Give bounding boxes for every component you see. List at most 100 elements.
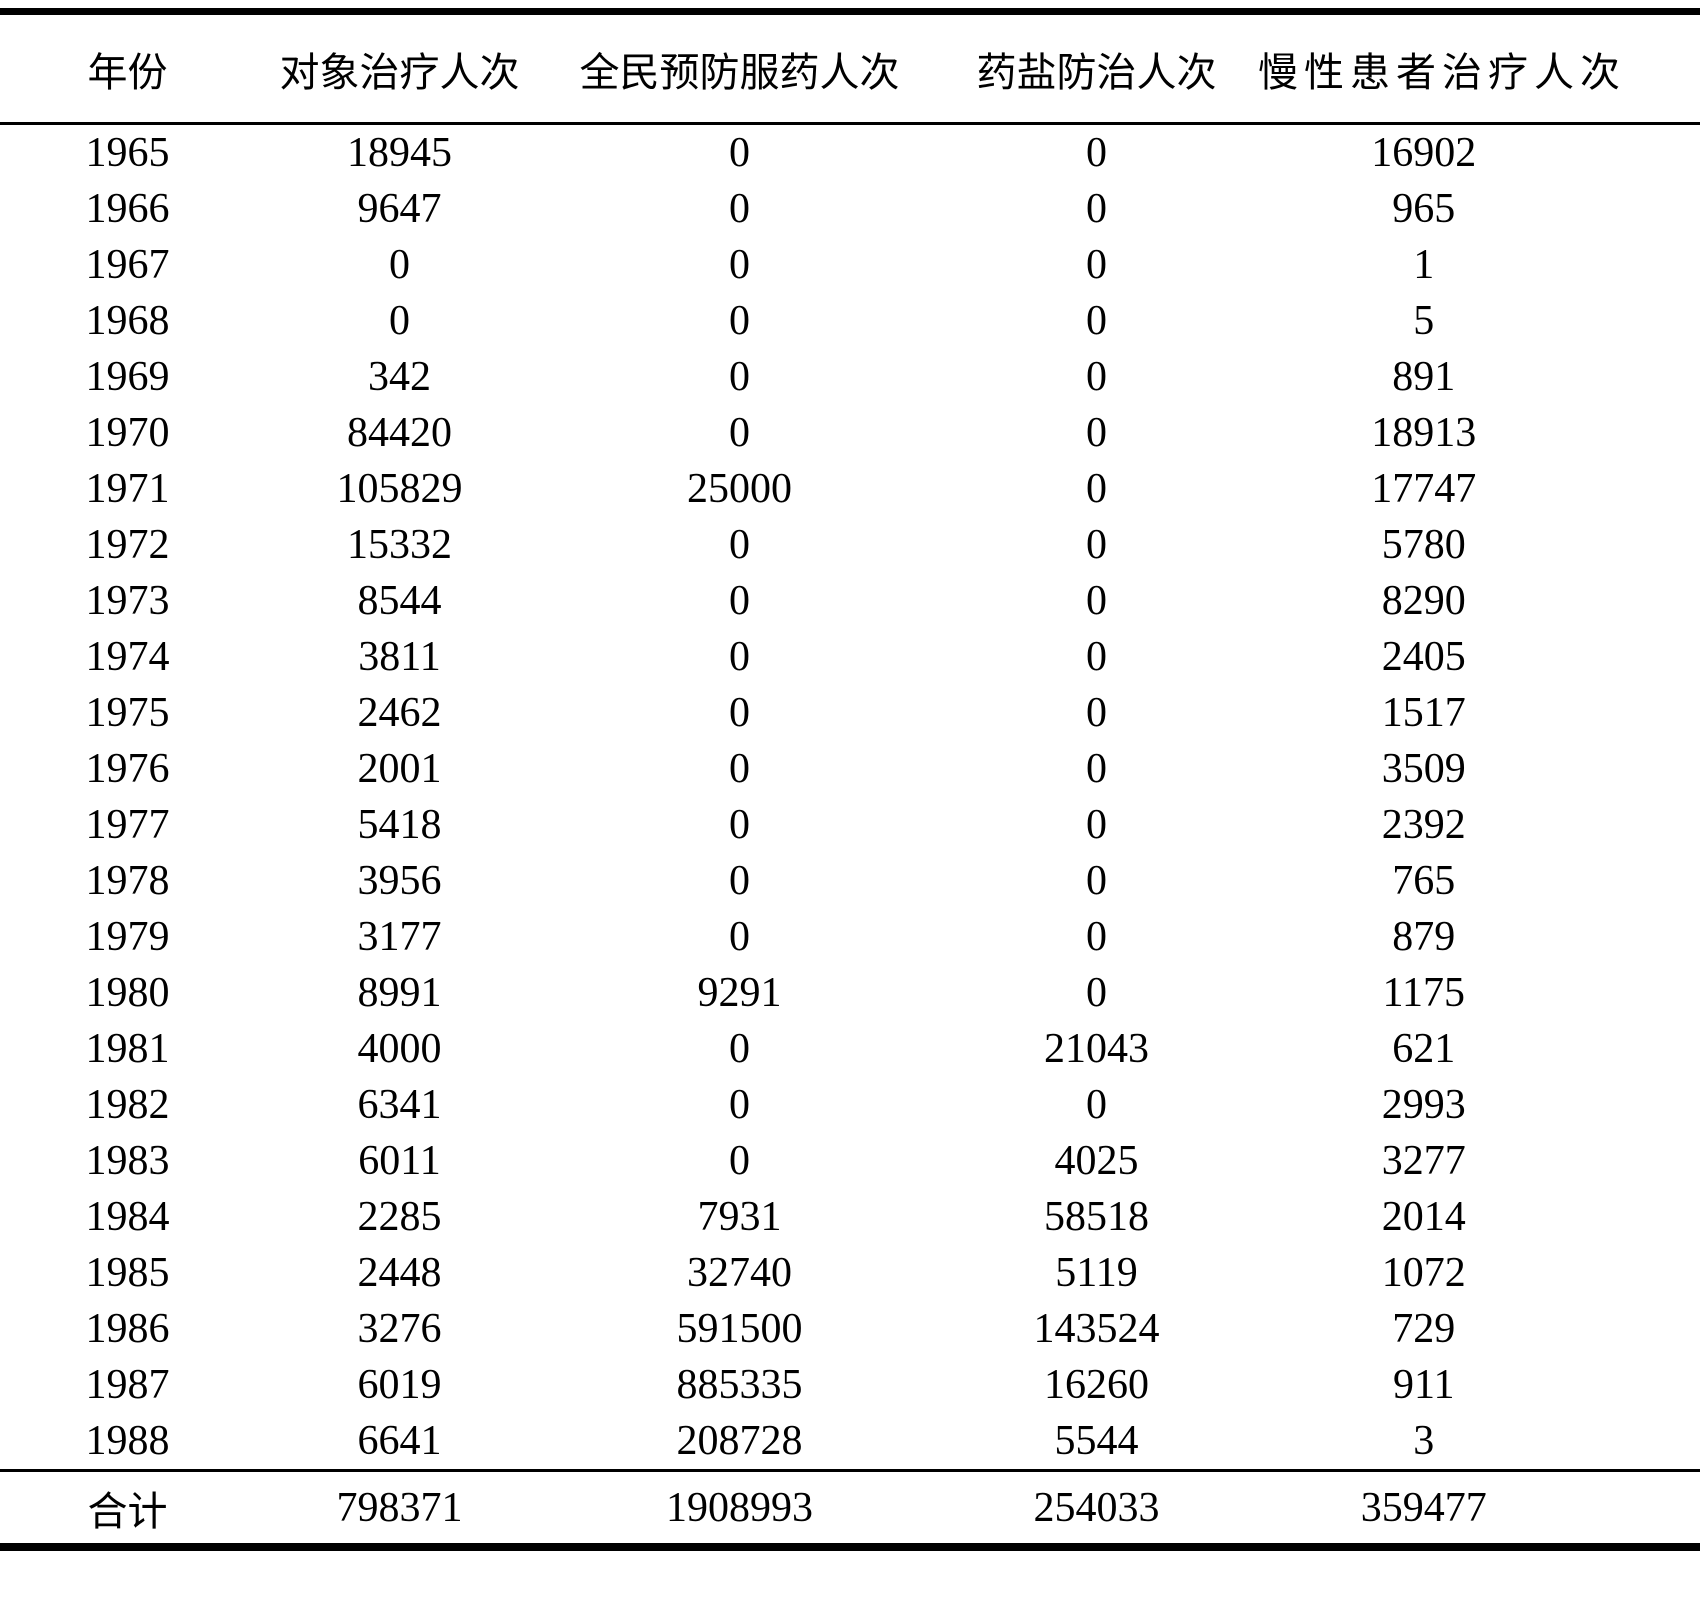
value-cell: 5780 [1381, 522, 1466, 568]
value-cell: 0 [389, 242, 410, 288]
spacer-cell [1590, 349, 1700, 405]
year-cell: 1982 [85, 1082, 170, 1128]
table-row: 1973 8544 0 0 8290 [0, 573, 1700, 629]
value-cell: 0 [1086, 242, 1107, 288]
value-cell: 58518 [1044, 1194, 1149, 1240]
value-cell: 6641 [357, 1418, 442, 1464]
value-cell: 0 [729, 746, 750, 792]
spacer-cell [1590, 965, 1700, 1021]
value-cell: 6341 [357, 1082, 442, 1128]
value-cell: 3 [1413, 1418, 1435, 1464]
value-cell: 0 [729, 578, 750, 624]
value-cell: 1175 [1382, 970, 1465, 1016]
value-cell: 3177 [357, 914, 442, 960]
table-row: 1983 6011 0 4025 3277 [0, 1133, 1700, 1189]
table-row: 1988 6641 208728 5544 3 [0, 1413, 1700, 1471]
year-cell: 1974 [85, 634, 170, 680]
table-row: 1970 84420 0 0 18913 [0, 405, 1700, 461]
table-row: 1987 6019 885335 16260 911 [0, 1357, 1700, 1413]
total-medicated-salt: 254033 [1033, 1484, 1160, 1531]
year-cell: 1987 [85, 1362, 170, 1408]
total-target-treatment: 798371 [336, 1484, 463, 1531]
value-cell: 2014 [1381, 1194, 1466, 1240]
value-cell: 0 [729, 522, 750, 568]
spacer-cell [1590, 741, 1700, 797]
year-cell: 1986 [85, 1306, 170, 1352]
value-cell: 0 [1086, 186, 1107, 232]
spacer-cell [1590, 1133, 1700, 1189]
value-cell: 9291 [697, 970, 782, 1016]
value-cell: 0 [1086, 354, 1107, 400]
header-row: 年份 对象治疗人次 全民预防服药人次 药盐防治人次 慢性患者治疗人次 [0, 12, 1700, 124]
year-cell: 1979 [85, 914, 170, 960]
spacer-cell [1590, 293, 1700, 349]
spacer-cell [1590, 853, 1700, 909]
spacer-cell [1590, 629, 1700, 685]
value-cell: 1 [1413, 242, 1435, 288]
table-row: 1984 2285 7931 58518 2014 [0, 1189, 1700, 1245]
value-cell: 0 [1086, 1082, 1107, 1128]
spacer-cell [1590, 797, 1700, 853]
value-cell: 7931 [697, 1194, 782, 1240]
value-cell: 965 [1392, 186, 1456, 232]
spacer-cell [1590, 237, 1700, 293]
value-cell: 0 [729, 802, 750, 848]
value-cell: 2001 [357, 746, 442, 792]
value-cell: 5544 [1054, 1418, 1139, 1464]
year-cell: 1978 [85, 858, 170, 904]
total-label: 合计 [87, 1489, 168, 1534]
table-row: 1977 5418 0 0 2392 [0, 797, 1700, 853]
value-cell: 0 [1086, 522, 1107, 568]
table-row: 1967 0 0 0 1 [0, 237, 1700, 293]
year-cell: 1967 [85, 242, 170, 288]
value-cell: 25000 [687, 466, 792, 512]
value-cell: 0 [1086, 858, 1107, 904]
col-header-year: 年份 [87, 50, 168, 95]
table-row: 1986 3276 591500 143524 729 [0, 1301, 1700, 1357]
table-row: 1978 3956 0 0 765 [0, 853, 1700, 909]
value-cell: 0 [1086, 746, 1107, 792]
spacer-cell [1590, 461, 1700, 517]
value-cell: 621 [1392, 1026, 1456, 1072]
year-cell: 1985 [85, 1250, 170, 1296]
value-cell: 0 [729, 130, 750, 176]
year-cell: 1966 [85, 186, 170, 232]
value-cell: 0 [729, 410, 750, 456]
value-cell: 18913 [1371, 410, 1477, 456]
table-row: 1972 15332 0 0 5780 [0, 517, 1700, 573]
value-cell: 911 [1393, 1362, 1455, 1408]
year-cell: 1965 [85, 130, 170, 176]
value-cell: 2392 [1381, 802, 1466, 848]
table-row: 1965 18945 0 0 16902 [0, 124, 1700, 182]
year-cell: 1983 [85, 1138, 170, 1184]
value-cell: 0 [729, 1138, 750, 1184]
total-chronic-patient-treatment: 359477 [1360, 1484, 1487, 1531]
year-cell: 1988 [85, 1418, 170, 1464]
table-row: 1980 8991 9291 0 1175 [0, 965, 1700, 1021]
value-cell: 0 [729, 298, 750, 344]
value-cell: 4000 [357, 1026, 442, 1072]
value-cell: 765 [1392, 858, 1456, 904]
value-cell: 84420 [347, 410, 452, 456]
col-header-chronic-patient-treatment: 慢性患者治疗人次 [1258, 50, 1626, 95]
year-cell: 1968 [85, 298, 170, 344]
col-header-medicated-salt: 药盐防治人次 [976, 50, 1217, 95]
value-cell: 885335 [676, 1362, 803, 1408]
spacer-cell [1590, 1077, 1700, 1133]
spacer-cell [1590, 909, 1700, 965]
year-cell: 1969 [85, 354, 170, 400]
value-cell: 5418 [357, 802, 442, 848]
value-cell: 15332 [347, 522, 452, 568]
value-cell: 8991 [357, 970, 442, 1016]
spacer-cell [1590, 405, 1700, 461]
value-cell: 8544 [357, 578, 442, 624]
value-cell: 0 [1086, 410, 1107, 456]
value-cell: 0 [1086, 130, 1107, 176]
value-cell: 0 [729, 242, 750, 288]
year-cell: 1973 [85, 578, 170, 624]
value-cell: 0 [729, 354, 750, 400]
value-cell: 0 [1086, 298, 1107, 344]
table-row: 1979 3177 0 0 879 [0, 909, 1700, 965]
value-cell: 591500 [676, 1306, 803, 1352]
year-cell: 1971 [85, 466, 170, 512]
